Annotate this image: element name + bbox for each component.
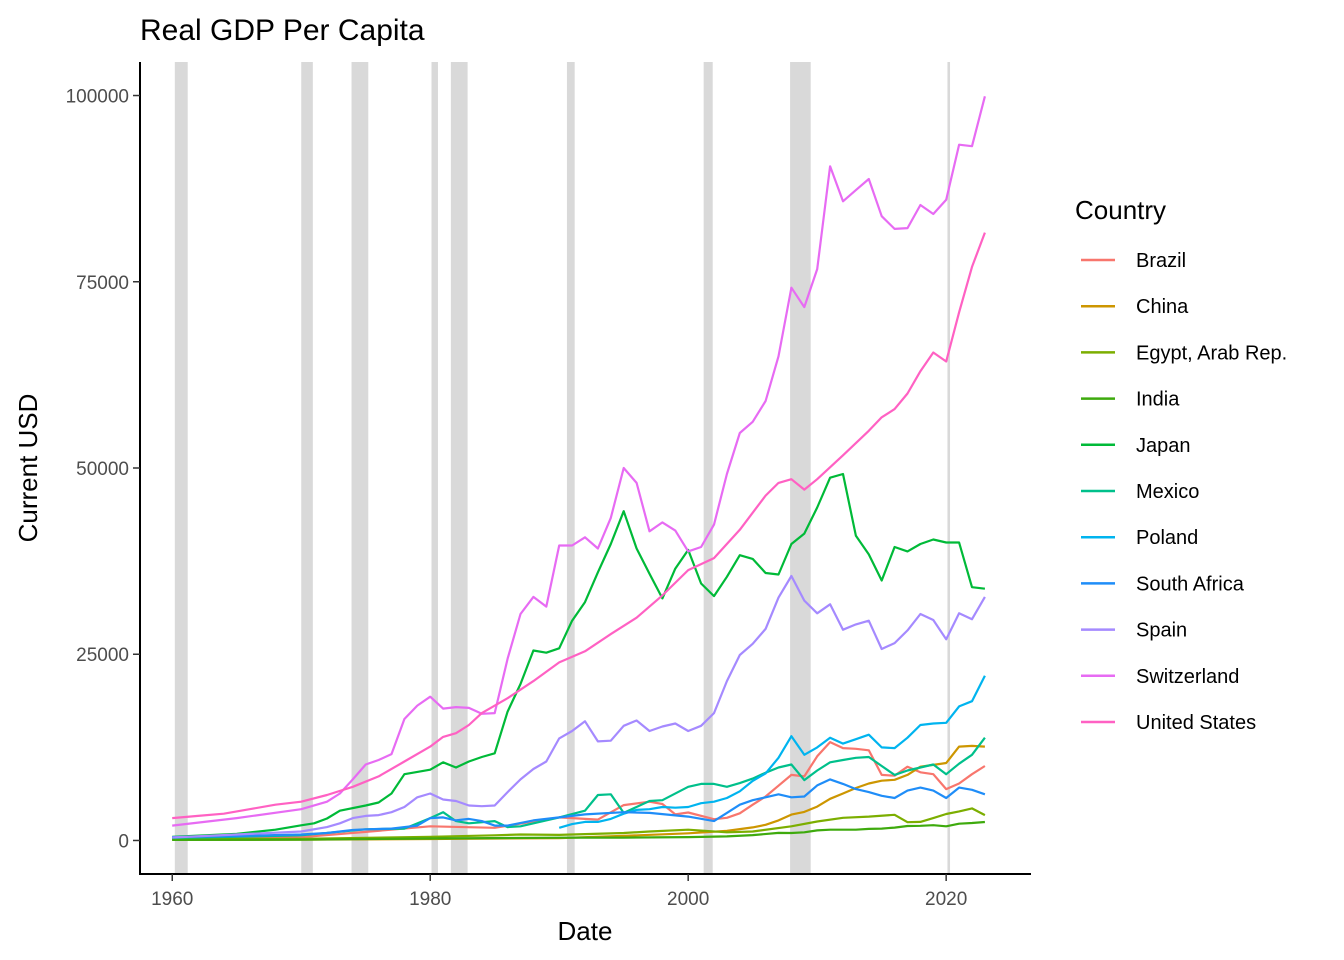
legend-label: Mexico — [1136, 481, 1199, 503]
legend-item: China — [1081, 296, 1189, 318]
legend-item: India — [1081, 389, 1180, 411]
legend-label: Poland — [1136, 527, 1198, 549]
legend-label: Japan — [1136, 435, 1191, 457]
x-tick-label: 1960 — [151, 889, 193, 910]
x-tick-label: 1980 — [409, 889, 451, 910]
recession-band-4 — [451, 62, 468, 874]
y-axis-label: Current USD — [13, 394, 43, 543]
legend-item: Japan — [1081, 435, 1191, 457]
x-axis-label: Date — [558, 916, 613, 946]
recession-bands — [175, 62, 950, 874]
legend-label: United States — [1136, 712, 1256, 734]
y-tick-label: 75000 — [76, 273, 129, 294]
legend-item: Brazil — [1081, 250, 1186, 272]
recession-band-1 — [301, 62, 313, 874]
legend-item: Poland — [1081, 527, 1198, 549]
legend-label: India — [1136, 389, 1180, 411]
recession-band-0 — [175, 62, 188, 874]
y-tick-label: 25000 — [76, 645, 129, 666]
x-tick-label: 2020 — [925, 889, 967, 910]
series-line-japan — [172, 474, 985, 837]
legend-item: United States — [1081, 712, 1256, 734]
legend-item: South Africa — [1081, 573, 1245, 595]
legend-item: Switzerland — [1081, 666, 1239, 688]
legend-label: Egypt, Arab Rep. — [1136, 342, 1287, 364]
legend-item: Egypt, Arab Rep. — [1081, 342, 1287, 364]
series-line-united-states — [172, 233, 985, 819]
legend-label: Switzerland — [1136, 666, 1239, 688]
y-tick-label: 100000 — [66, 87, 129, 108]
series-line-switzerland — [172, 96, 985, 825]
y-tick-label: 0 — [118, 831, 129, 852]
legend-title: Country — [1075, 195, 1166, 225]
legend-label: Brazil — [1136, 250, 1186, 272]
legend-item: Spain — [1081, 620, 1187, 642]
axis-ticks: 1960 1980 2000 2020 0 25000 50000 75000 100000 — [66, 87, 968, 910]
recession-band-3 — [432, 62, 438, 874]
axes — [139, 62, 1031, 874]
legend-item: Mexico — [1081, 481, 1199, 503]
recession-band-6 — [704, 62, 713, 874]
legend: Country Brazil China Egypt, Arab Rep. India… — [1075, 195, 1287, 734]
gdp-line-chart: 1960 1980 2000 2020 0 25000 50000 75000 100000 R… — [0, 0, 1344, 960]
recession-band-2 — [352, 62, 369, 874]
series-line-spain — [172, 576, 985, 838]
y-tick-label: 50000 — [76, 459, 129, 480]
series-lines — [172, 96, 985, 840]
legend-label: Spain — [1136, 620, 1187, 642]
legend-label: China — [1136, 296, 1189, 318]
legend-label: South Africa — [1136, 573, 1245, 595]
x-tick-label: 2000 — [667, 889, 709, 910]
legend-items: Brazil China Egypt, Arab Rep. India Japan Mex… — [1081, 250, 1287, 734]
recession-band-5 — [567, 62, 575, 874]
chart-title: Real GDP Per Capita — [140, 14, 425, 47]
